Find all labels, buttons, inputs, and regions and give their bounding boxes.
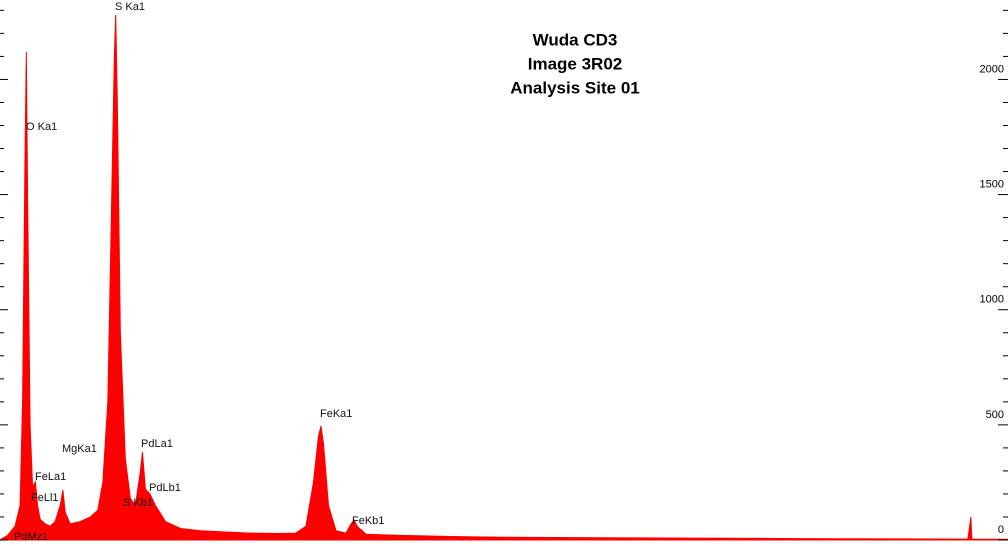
peak-label: S Kb1 xyxy=(123,497,153,509)
chart-title: Analysis Site 01 xyxy=(510,78,639,97)
y-tick-label: 1000 xyxy=(980,294,1004,306)
peak-label: PdLb1 xyxy=(149,482,181,494)
peak-label: FeLa1 xyxy=(35,471,66,483)
y-tick-label: 2000 xyxy=(980,63,1004,75)
peak-label: S Ka1 xyxy=(115,1,145,13)
y-tick-label: 0 xyxy=(998,524,1004,536)
spectrum xyxy=(0,14,1008,541)
peak-label: PdMz1 xyxy=(14,531,48,543)
y-tick-label: 500 xyxy=(986,409,1004,421)
chart-title: Image 3R02 xyxy=(528,54,623,73)
y-tick-label: 1500 xyxy=(980,178,1004,190)
peak-label: FeKa1 xyxy=(320,408,352,420)
peak-label: FeKb1 xyxy=(352,515,384,527)
spectrum-layer xyxy=(0,14,1008,541)
peak-label: PdLa1 xyxy=(141,438,173,450)
peak-label: FeLl1 xyxy=(31,492,59,504)
peak-label: O Ka1 xyxy=(26,121,57,133)
chart-title: Wuda CD3 xyxy=(533,30,618,49)
peak-label: MgKa1 xyxy=(62,443,97,455)
